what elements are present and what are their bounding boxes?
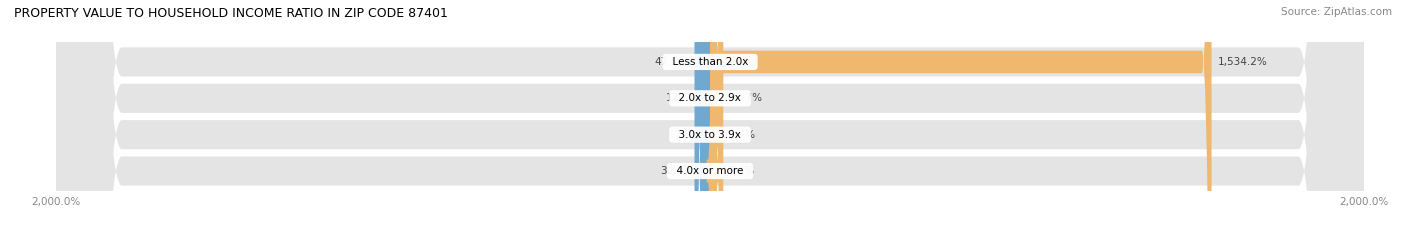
FancyBboxPatch shape — [56, 0, 1364, 233]
FancyBboxPatch shape — [710, 0, 723, 233]
FancyBboxPatch shape — [695, 0, 710, 233]
Text: 30.6%: 30.6% — [661, 166, 693, 176]
Text: 3.0x to 3.9x: 3.0x to 3.9x — [672, 130, 748, 140]
FancyBboxPatch shape — [710, 0, 1212, 233]
FancyBboxPatch shape — [56, 0, 1364, 233]
FancyBboxPatch shape — [706, 0, 720, 233]
Text: Less than 2.0x: Less than 2.0x — [665, 57, 755, 67]
Text: PROPERTY VALUE TO HOUSEHOLD INCOME RATIO IN ZIP CODE 87401: PROPERTY VALUE TO HOUSEHOLD INCOME RATIO… — [14, 7, 449, 20]
Text: 1,534.2%: 1,534.2% — [1218, 57, 1268, 67]
Text: 17.7%: 17.7% — [723, 130, 755, 140]
Text: 40.7%: 40.7% — [730, 93, 763, 103]
FancyBboxPatch shape — [706, 0, 720, 233]
Text: Source: ZipAtlas.com: Source: ZipAtlas.com — [1281, 7, 1392, 17]
FancyBboxPatch shape — [700, 0, 716, 233]
FancyBboxPatch shape — [56, 0, 1364, 233]
Text: 4.0x or more: 4.0x or more — [671, 166, 749, 176]
Text: 17.4%: 17.4% — [723, 166, 755, 176]
FancyBboxPatch shape — [700, 0, 710, 233]
FancyBboxPatch shape — [700, 0, 717, 233]
Text: 12.6%: 12.6% — [666, 93, 699, 103]
Text: 7.8%: 7.8% — [675, 130, 702, 140]
FancyBboxPatch shape — [56, 0, 1364, 233]
Text: 47.5%: 47.5% — [655, 57, 688, 67]
Text: 2.0x to 2.9x: 2.0x to 2.9x — [672, 93, 748, 103]
